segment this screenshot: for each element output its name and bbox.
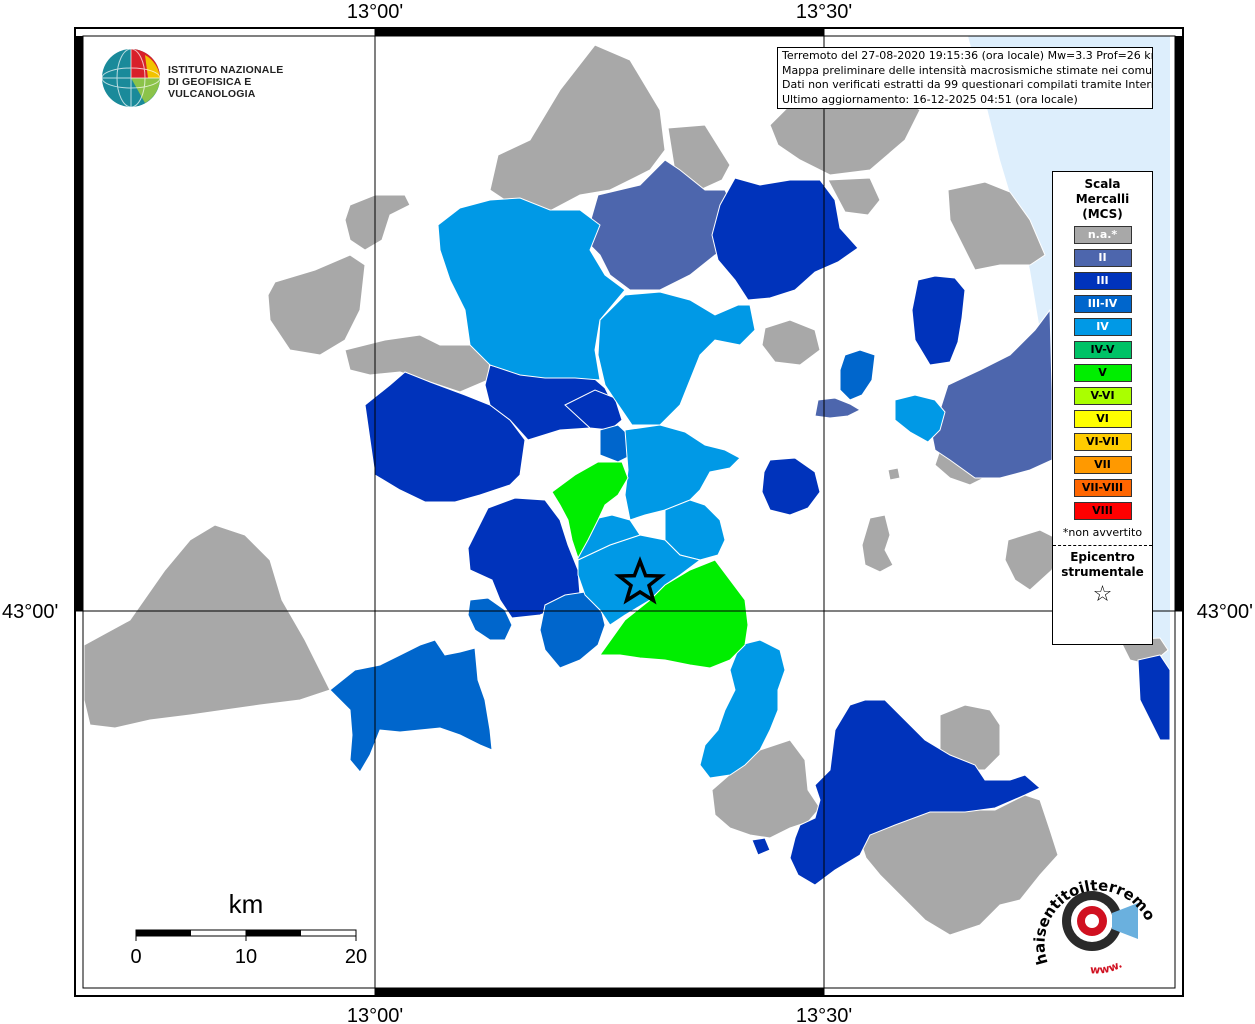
municipalities-v bbox=[551, 461, 749, 669]
municipality-v bbox=[599, 559, 749, 669]
municipality-iii bbox=[711, 177, 859, 301]
legend-swatch: VIII bbox=[1073, 502, 1132, 520]
municipality-iii bbox=[1137, 654, 1171, 741]
megaphone-icon bbox=[1112, 903, 1138, 939]
municipalities-iv bbox=[437, 197, 946, 779]
legend-swatch: III-IV bbox=[1073, 295, 1132, 313]
legend-epicentre-label: Epicentro strumentale bbox=[1053, 550, 1152, 580]
event-info-box: Terremoto del 27-08-2020 19:15:36 (ora l… bbox=[777, 47, 1153, 109]
legend-star-icon: ☆ bbox=[1092, 582, 1113, 607]
ingv-name-line1: ISTITUTO NAZIONALE bbox=[168, 64, 284, 76]
legend-title-line: Scala bbox=[1084, 177, 1121, 191]
municipality-iii-iv bbox=[329, 639, 493, 773]
ingv-globe-icon bbox=[101, 48, 161, 108]
mcs-legend: Scala Mercalli (MCS) n.a.* II III III-IV IV I… bbox=[1052, 171, 1153, 645]
municipality-na bbox=[947, 181, 1046, 271]
legend-title: Scala Mercalli (MCS) bbox=[1053, 177, 1152, 222]
municipality-iv bbox=[624, 424, 741, 521]
legend-epicentre-line: Epicentro bbox=[1070, 550, 1135, 564]
municipalities-iii bbox=[364, 177, 1171, 886]
municipality-v bbox=[551, 461, 629, 560]
municipality-iii bbox=[751, 837, 771, 856]
lon-label-bottom-left: 13°00' bbox=[347, 1005, 403, 1024]
event-info-line: Ultimo aggiornamento: 16-12-2025 04:51 (… bbox=[782, 92, 1078, 106]
municipality-na bbox=[761, 319, 821, 366]
event-info-line: Terremoto del 27-08-2020 19:15:36 (ora l… bbox=[782, 49, 1153, 62]
municipality-iv bbox=[597, 291, 756, 426]
legend-swatch: n.a.* bbox=[1073, 226, 1132, 244]
graticule bbox=[75, 28, 1183, 996]
municipality-na bbox=[861, 514, 894, 573]
scale-unit: km bbox=[229, 889, 264, 919]
lon-label-top-right: 13°30' bbox=[796, 1, 852, 23]
legend-epicentre-line: strumentale bbox=[1061, 565, 1144, 579]
lat-label-left: 43°00' bbox=[2, 601, 58, 623]
legend-note: *non avvertito bbox=[1062, 526, 1143, 539]
legend-swatch: VI bbox=[1073, 410, 1132, 428]
municipality-ii bbox=[814, 397, 862, 419]
event-info-line: Dati non verificati estratti da 99 quest… bbox=[782, 78, 1153, 91]
frame-bar-top bbox=[375, 28, 824, 36]
municipality-iii bbox=[789, 699, 1041, 886]
lon-label-bottom-right: 13°30' bbox=[796, 1005, 852, 1024]
municipality-iii bbox=[761, 457, 821, 516]
municipality-na bbox=[711, 739, 821, 839]
municipality-iv bbox=[437, 197, 626, 381]
lon-label-top-left: 13°00' bbox=[347, 1, 403, 23]
municipality-iii bbox=[911, 275, 966, 366]
legend-swatch: V bbox=[1073, 364, 1132, 382]
municipality-na bbox=[827, 177, 881, 216]
legend-swatch: VII-VIII bbox=[1073, 479, 1132, 497]
municipality-iii bbox=[564, 389, 623, 431]
municipalities-ii bbox=[584, 159, 1053, 479]
frame-bar-bottom bbox=[375, 988, 824, 996]
epicentre-star-icon bbox=[614, 556, 666, 605]
municipality-na bbox=[887, 467, 901, 481]
legend-swatch: III bbox=[1073, 272, 1132, 290]
municipality-iii-iv bbox=[467, 597, 513, 641]
hst-logo: haisentitoilterremoto.it www. bbox=[1030, 855, 1159, 977]
municipality-iv bbox=[894, 394, 946, 443]
legend-separator bbox=[1053, 545, 1152, 546]
scale-tick-10: 10 bbox=[235, 946, 257, 968]
municipality-na bbox=[344, 194, 411, 251]
ingv-logo: ISTITUTO NAZIONALE DI GEOFISICA E VULCAN… bbox=[100, 47, 320, 109]
frame-bar-left bbox=[75, 36, 83, 611]
ingv-name-line2: DI GEOFISICA E VULCANOLOGIA bbox=[168, 76, 256, 100]
legend-title-line: (MCS) bbox=[1082, 207, 1123, 221]
legend-title-line: Mercalli bbox=[1075, 192, 1130, 206]
scale-bar: km 0 10 20 bbox=[130, 889, 367, 968]
legend-swatch: IV bbox=[1073, 318, 1132, 336]
lat-label-right: 43°00' bbox=[1197, 601, 1253, 623]
hst-logo-www: www. bbox=[1090, 958, 1124, 977]
scale-tick-0: 0 bbox=[130, 946, 141, 968]
municipality-iii-iv bbox=[839, 349, 876, 401]
municipality-iii bbox=[364, 371, 526, 503]
legend-items: n.a.* II III III-IV IV IV-V V V-VI VI VI-VII VII VI… bbox=[1053, 226, 1152, 520]
svg-text:www.: www. bbox=[1090, 958, 1124, 977]
municipality-na bbox=[267, 254, 366, 356]
frame-bar-right bbox=[1175, 36, 1183, 611]
municipality-na bbox=[1004, 529, 1061, 591]
event-info-line: Mappa preliminare delle intensità macros… bbox=[782, 63, 1153, 77]
legend-swatch: II bbox=[1073, 249, 1132, 267]
legend-swatch: IV-V bbox=[1073, 341, 1132, 359]
legend-swatch: V-VI bbox=[1073, 387, 1132, 405]
legend-swatch: VII bbox=[1073, 456, 1132, 474]
legend-swatch: VI-VII bbox=[1073, 433, 1132, 451]
municipality-na bbox=[83, 524, 331, 729]
scale-tick-20: 20 bbox=[345, 946, 367, 968]
municipality-iv bbox=[699, 639, 786, 779]
